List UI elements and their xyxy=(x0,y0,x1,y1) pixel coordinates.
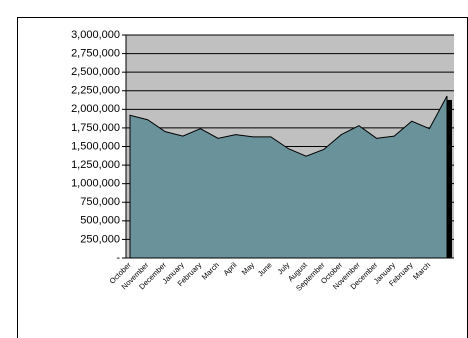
y-tick-label: 500,000 xyxy=(80,215,120,227)
y-tick-label: 250,000 xyxy=(80,233,120,245)
y-tick-label: 750,000 xyxy=(80,196,120,208)
area xyxy=(129,95,448,259)
area-edge xyxy=(447,99,452,258)
y-tick-label: 2,000,000 xyxy=(71,103,120,115)
y-tick-label: 1,000,000 xyxy=(71,178,120,190)
y-tick-label: - xyxy=(116,252,120,264)
y-tick-label: 1,250,000 xyxy=(71,159,120,171)
y-tick-label: 2,500,000 xyxy=(71,66,120,78)
y-tick-label: 1,500,000 xyxy=(71,140,120,152)
y-tick-label: 1,750,000 xyxy=(71,122,120,134)
y-tick-label: 2,750,000 xyxy=(71,47,120,59)
y-tick-label: 3,000,000 xyxy=(71,29,120,41)
y-tick-label: 2,250,000 xyxy=(71,85,120,97)
